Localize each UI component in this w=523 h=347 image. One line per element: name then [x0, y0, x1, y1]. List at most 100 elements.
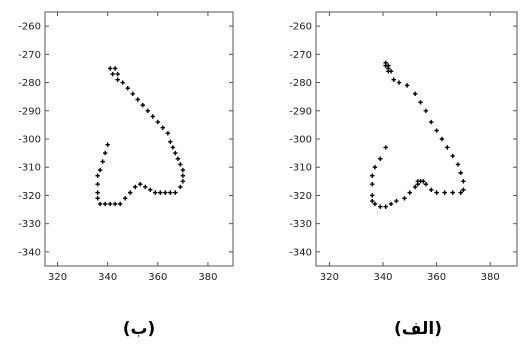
data-point: [450, 190, 455, 195]
data-point: [429, 119, 434, 125]
data-point: [120, 80, 125, 85]
data-point: [434, 128, 439, 133]
data-point: [458, 170, 463, 176]
data-point: [95, 190, 100, 195]
y-tick-label: -260: [289, 22, 312, 33]
data-point: [150, 114, 155, 119]
y-tick-label: -300: [289, 135, 312, 146]
data-point: [115, 71, 120, 77]
plot-frame: [315, 11, 518, 267]
x-tick-label: 320: [320, 272, 339, 283]
data-point: [133, 184, 138, 190]
data-point: [178, 162, 183, 167]
data-point: [442, 190, 447, 195]
x-tick-label: 380: [481, 272, 500, 283]
chart-caption: (الف): [394, 319, 442, 339]
data-point: [455, 162, 461, 167]
chart-caption: (ب): [123, 319, 156, 339]
chart-alef: -260 -270 -280 -290 -300 -310 -320 -330 -340 320 3…: [289, 11, 518, 339]
x-tick-label: 360: [427, 272, 446, 283]
y-tick-label: -310: [18, 163, 41, 174]
data-point: [148, 187, 153, 192]
data-point: [95, 173, 100, 178]
data-point: [412, 91, 418, 97]
data-point: [95, 181, 100, 187]
data-point: [445, 145, 450, 150]
data-point: [370, 193, 375, 198]
data-point: [145, 108, 150, 113]
data-point: [97, 167, 103, 173]
chart-b: -260 -270 -280 -290 -300 -310 -320 -330 -340 320 3…: [18, 11, 234, 339]
data-point: [412, 184, 418, 190]
data-point: [180, 173, 186, 178]
data-point: [138, 181, 143, 187]
data-point: [135, 97, 140, 102]
data-point: [112, 201, 118, 207]
data-point: [107, 201, 113, 207]
data-point: [160, 125, 166, 130]
y-tick-label: -330: [18, 219, 41, 230]
data-point: [170, 145, 176, 150]
data-point: [402, 196, 407, 201]
data-point: [423, 181, 429, 187]
data-point: [112, 66, 118, 71]
x-tick-label: 360: [148, 272, 167, 283]
data-point: [97, 201, 103, 207]
data-point: [386, 69, 391, 74]
data-point: [429, 187, 434, 192]
y-tick-label: -270: [289, 50, 312, 61]
x-tick-label: 340: [373, 272, 392, 283]
data-point: [178, 184, 183, 190]
plot-frame: [44, 11, 234, 267]
data-point: [123, 196, 128, 201]
x-tick-label: 380: [198, 272, 217, 283]
data-point: [165, 131, 171, 136]
data-point: [372, 165, 378, 170]
y-tick-label: -340: [289, 247, 312, 258]
data-point: [118, 201, 123, 207]
data-point: [415, 181, 421, 187]
data-point: [168, 139, 173, 145]
data-point: [450, 153, 455, 159]
data-point: [404, 83, 410, 88]
data-point: [423, 108, 429, 113]
data-point: [378, 156, 383, 161]
data-point: [173, 150, 178, 156]
data-point: [372, 201, 378, 207]
x-tick-label: 320: [48, 272, 67, 283]
data-point: [102, 150, 108, 156]
data-point: [370, 198, 375, 204]
data-point: [140, 102, 145, 108]
data-point: [153, 190, 158, 195]
data-point: [158, 190, 163, 195]
y-tick-label: -260: [18, 22, 41, 33]
data-point: [439, 136, 445, 142]
data-point: [115, 77, 120, 82]
data-point: [110, 71, 115, 77]
data-point: [128, 190, 133, 195]
data-point: [458, 190, 463, 195]
y-tick-label: -280: [18, 78, 41, 89]
data-point: [163, 190, 168, 195]
data-point: [407, 190, 412, 195]
data-point: [100, 159, 105, 164]
data-point: [461, 179, 466, 184]
y-tick-label: -290: [18, 106, 41, 117]
y-tick-label: -320: [18, 191, 41, 202]
data-point: [394, 198, 399, 204]
data-point: [107, 66, 113, 71]
y-tick-label: -310: [289, 163, 312, 174]
data-point: [396, 80, 402, 85]
data-point: [168, 190, 173, 195]
data-point: [130, 91, 135, 97]
data-point: [105, 142, 110, 147]
y-tick-label: -340: [18, 247, 41, 258]
data-point: [461, 187, 466, 192]
data-point: [370, 181, 375, 187]
data-point: [418, 100, 423, 105]
data-point: [175, 156, 181, 161]
y-tick-label: -330: [289, 219, 312, 230]
data-point: [155, 119, 160, 125]
data-point: [378, 204, 383, 209]
y-tick-label: -280: [289, 78, 312, 89]
